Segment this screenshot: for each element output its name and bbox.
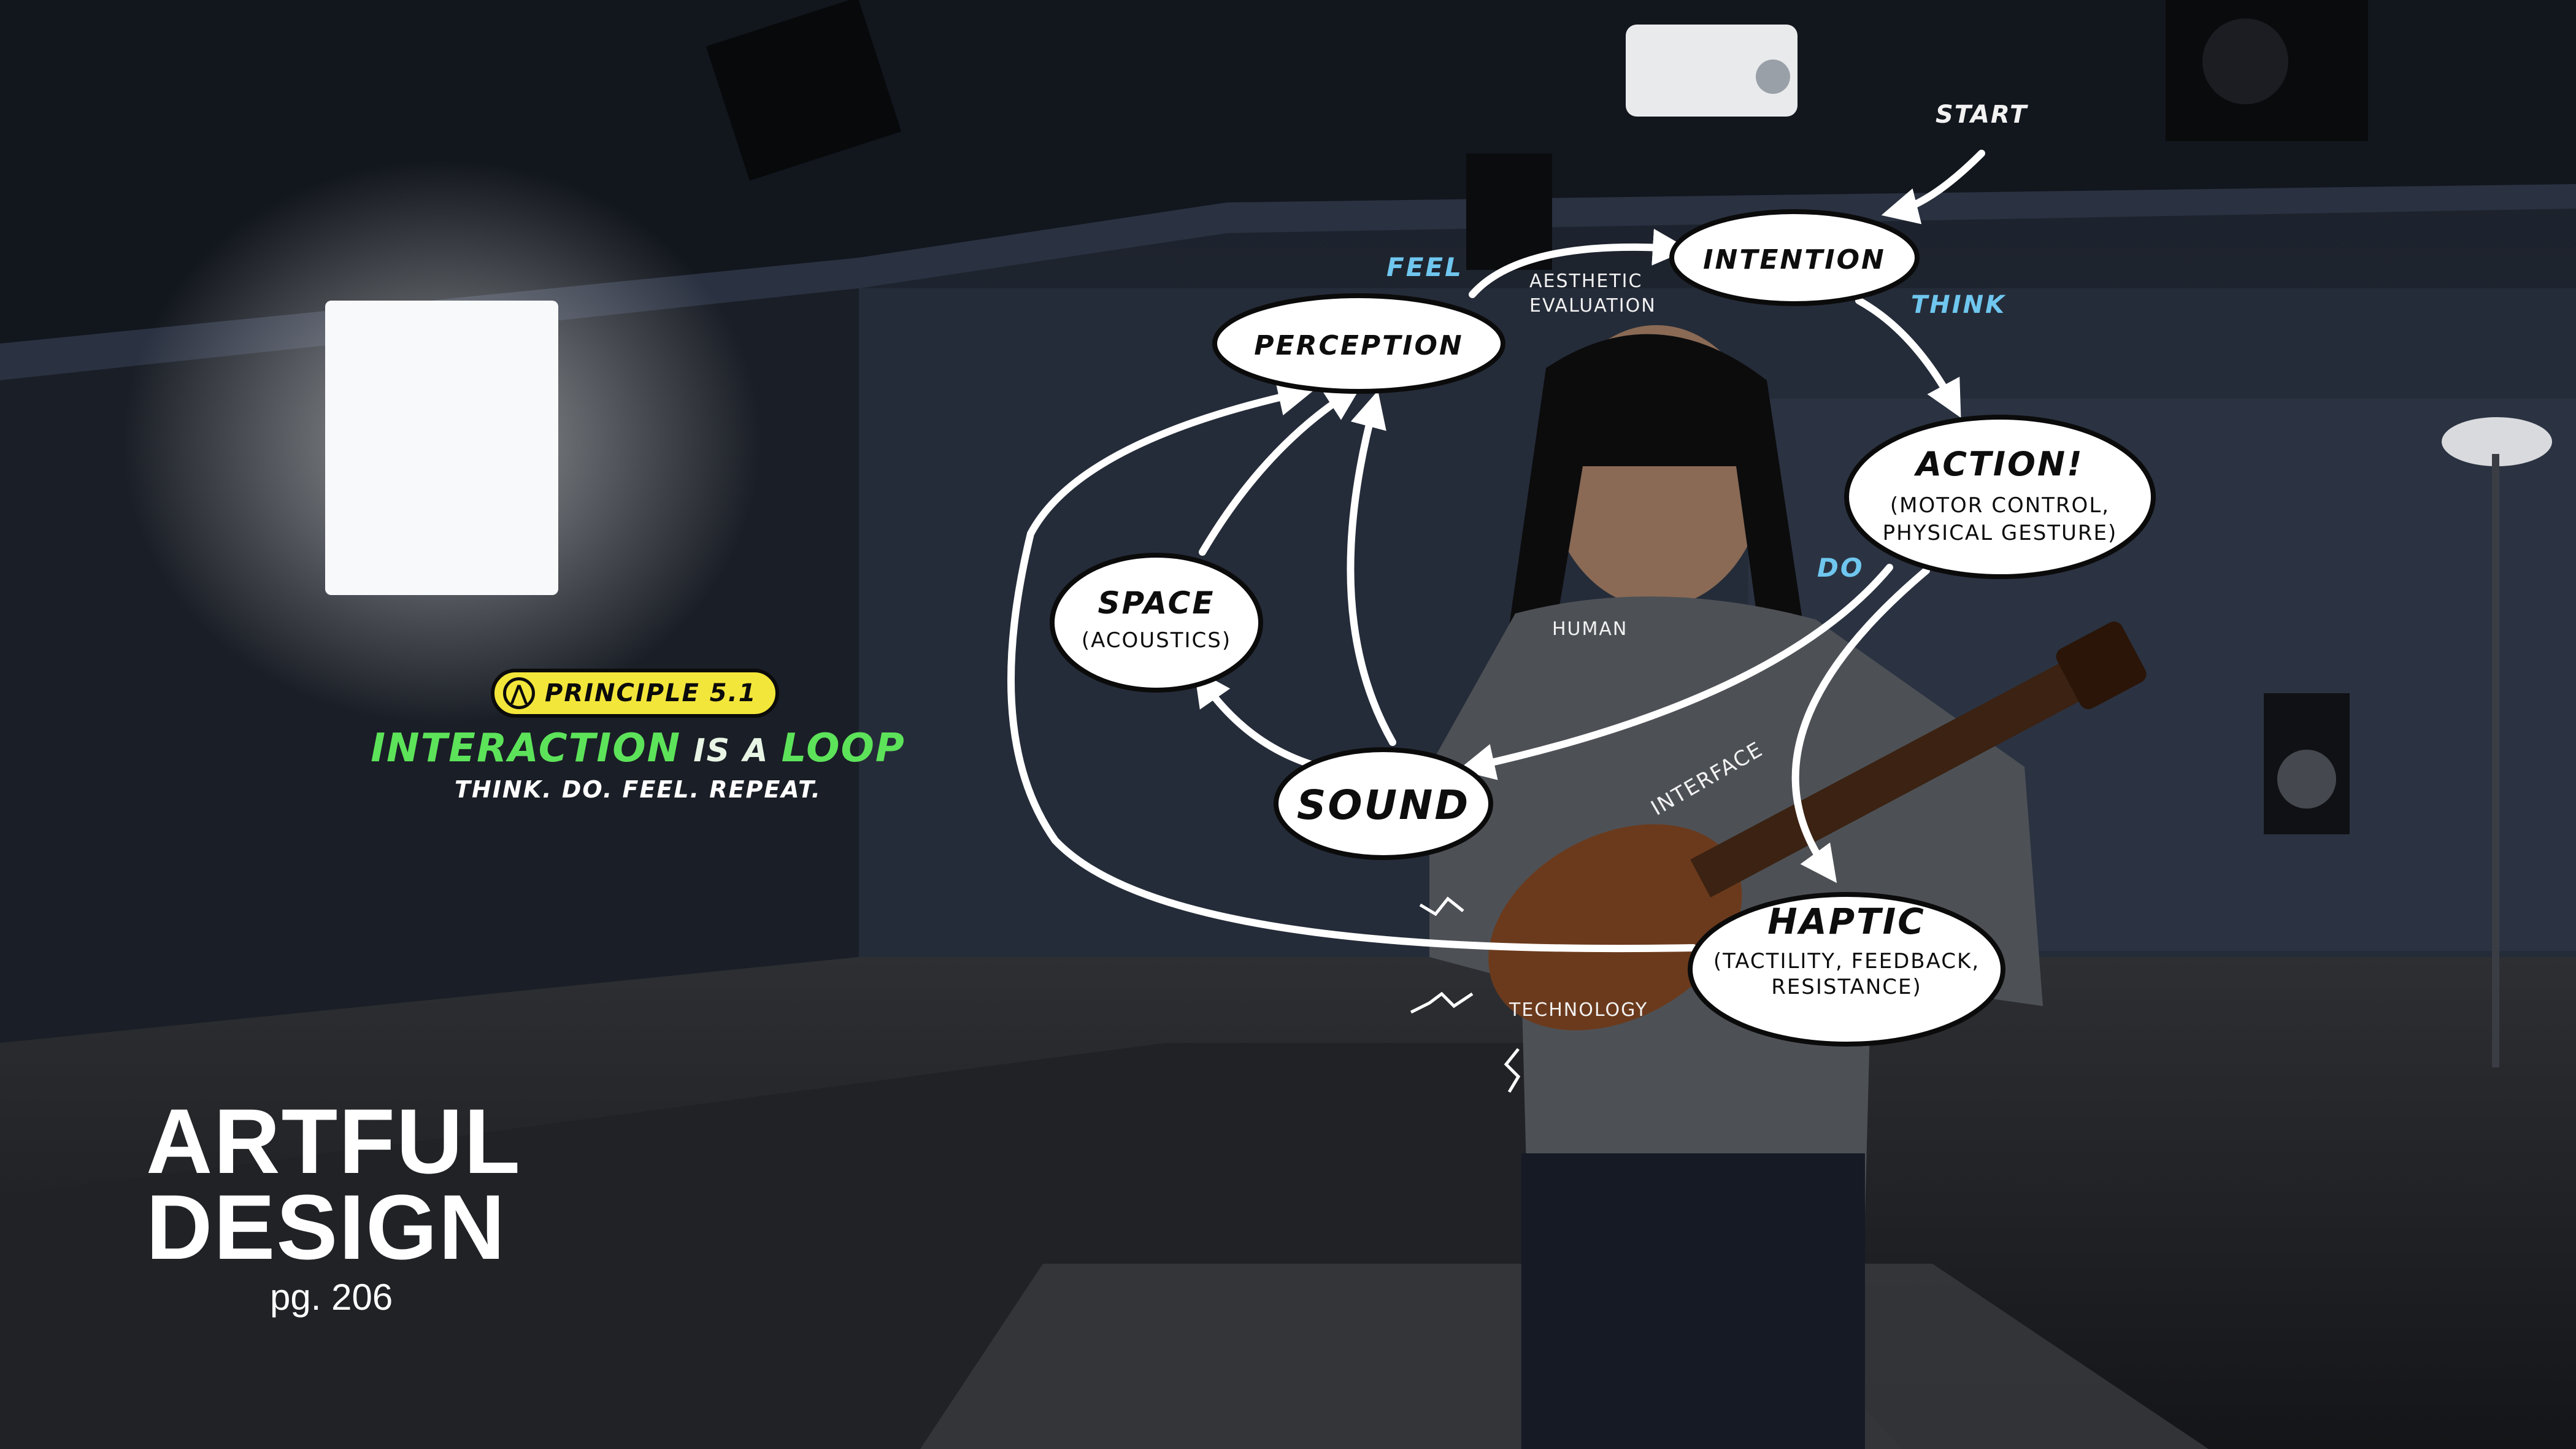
logo-line-artful: ARTFUL (146, 1098, 521, 1184)
node-intention-title: INTENTION (1703, 244, 1886, 275)
technology-label: TECHNOLOGY (1509, 999, 1648, 1021)
node-haptic-sub2: RESISTANCE) (1771, 975, 1922, 999)
node-perception-title: PERCEPTION (1254, 330, 1463, 361)
node-haptic-title: HAPTIC (1767, 901, 1926, 942)
interface-label: INTERFACE (1647, 737, 1767, 820)
start-label: START (1936, 101, 2028, 129)
principle-icon: ⋀ (503, 677, 535, 709)
do-label: DO (1817, 553, 1864, 583)
node-intention: INTENTION (1672, 212, 1917, 304)
arrow-start-intention (1896, 153, 1982, 212)
principle-headline: INTERACTION IS A LOOP (368, 724, 908, 775)
node-perception: PERCEPTION (1215, 296, 1503, 391)
arrow-action-sound (1472, 567, 1890, 767)
principle-tagline: THINK. DO. FEEL. REPEAT. (368, 776, 908, 803)
arrow-sound-perception (1350, 405, 1393, 742)
principle-badge: ⋀ PRINCIPLE 5.1 (491, 669, 779, 718)
headline-loop: LOOP (782, 726, 905, 771)
think-label: THINK (1911, 291, 2006, 319)
node-action: ACTION! (MOTOR CONTROL, PHYSICAL GESTURE… (1847, 417, 2153, 577)
node-space: SPACE (ACOUSTICS) (1052, 555, 1261, 690)
arrow-space-perception (1202, 393, 1350, 552)
node-sound: SOUND (1276, 750, 1491, 858)
logo-line-design: DESIGN (146, 1184, 521, 1270)
artful-design-logo: ARTFUL DESIGN (146, 1098, 521, 1270)
node-action-title: ACTION! (1913, 445, 2083, 483)
node-sound-title: SOUND (1297, 782, 1470, 829)
node-space-title: SPACE (1098, 585, 1215, 621)
arrow-action-haptic (1796, 571, 1926, 871)
node-haptic: HAPTIC (TACTILITY, FEEDBACK, RESISTANCE) (1690, 894, 2003, 1044)
node-action-sub2: PHYSICAL GESTURE) (1883, 521, 2118, 545)
headline-interaction: INTERACTION (371, 726, 681, 771)
layer-zigzags (1411, 899, 1518, 1092)
principle-badge-label: PRINCIPLE 5.1 (545, 679, 757, 707)
node-space-sub1: (ACOUSTICS) (1082, 628, 1231, 653)
headline-is-a: IS A (681, 732, 781, 769)
aesthetic-label-1: AESTHETIC (1529, 271, 1642, 292)
human-label: HUMAN (1552, 618, 1628, 640)
node-action-sub1: (MOTOR CONTROL, (1890, 493, 2110, 518)
page-number: pg. 206 (270, 1276, 393, 1318)
node-haptic-sub1: (TACTILITY, FEEDBACK, (1713, 949, 1980, 974)
feel-label: FEEL (1386, 252, 1463, 282)
aesthetic-label-2: EVALUATION (1529, 295, 1656, 317)
